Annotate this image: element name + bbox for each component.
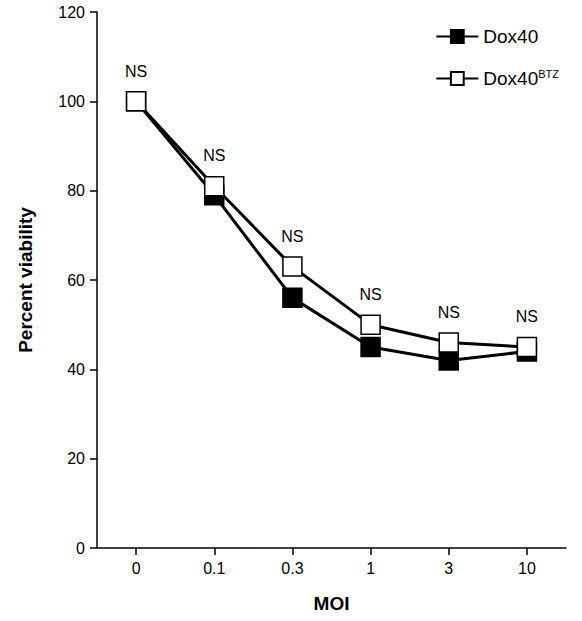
svg-text:BTZ: BTZ <box>538 68 559 80</box>
svg-text:0.1: 0.1 <box>203 560 225 577</box>
svg-text:60: 60 <box>67 272 85 289</box>
svg-text:NS: NS <box>516 308 538 325</box>
svg-text:NS: NS <box>359 286 381 303</box>
svg-text:0.3: 0.3 <box>281 560 303 577</box>
svg-text:Dox40: Dox40 <box>483 68 538 89</box>
svg-text:NS: NS <box>203 147 225 164</box>
svg-text:10: 10 <box>518 560 536 577</box>
svg-text:20: 20 <box>67 450 85 467</box>
svg-text:Dox40: Dox40 <box>483 26 538 47</box>
svg-text:80: 80 <box>67 182 85 199</box>
svg-text:40: 40 <box>67 361 85 378</box>
svg-text:NS: NS <box>281 228 303 245</box>
svg-text:0: 0 <box>132 560 141 577</box>
svg-text:1: 1 <box>366 560 375 577</box>
svg-text:100: 100 <box>58 93 85 110</box>
svg-text:3: 3 <box>444 560 453 577</box>
svg-text:MOI: MOI <box>314 593 350 614</box>
svg-text:NS: NS <box>125 63 147 80</box>
svg-text:120: 120 <box>58 4 85 21</box>
svg-text:Percent viability: Percent viability <box>15 207 36 353</box>
svg-text:0: 0 <box>76 540 85 557</box>
svg-text:NS: NS <box>438 304 460 321</box>
